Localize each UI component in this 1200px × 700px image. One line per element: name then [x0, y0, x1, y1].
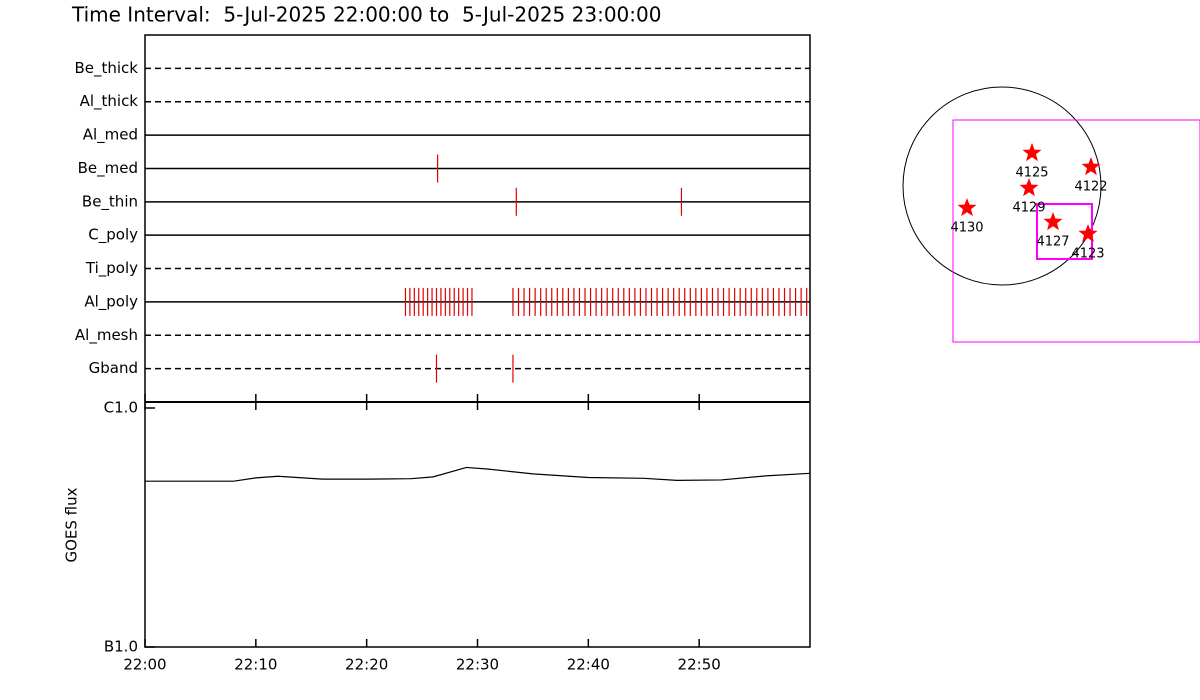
goes-curve: [145, 466, 811, 482]
x-tick-label: 22:10: [234, 656, 277, 674]
region-star: [1019, 178, 1039, 197]
region-star: [1043, 212, 1063, 231]
region-star: [1078, 224, 1098, 243]
row-label: Al_mesh: [75, 326, 138, 345]
x-tick-label: 22:20: [345, 656, 388, 674]
region-star: [957, 198, 977, 217]
row-label: Ti_poly: [85, 259, 138, 278]
row-label: Be_med: [78, 159, 138, 178]
x-tick-label: 22:30: [456, 656, 499, 674]
fov-large: [952, 119, 1200, 343]
region-label: 4127: [1036, 235, 1069, 250]
row-label: Al_thick: [80, 92, 139, 111]
row-label: Gband: [89, 359, 138, 377]
x-tick-label: 22:40: [567, 656, 610, 674]
y-tick-label: C1.0: [104, 399, 138, 417]
region-star: [1081, 157, 1101, 176]
x-tick-label: 22:50: [678, 656, 721, 674]
row-label: C_poly: [88, 226, 138, 245]
row-label: Al_poly: [84, 292, 138, 311]
x-tick-label: 22:00: [123, 656, 166, 674]
y-tick-label: B1.0: [104, 638, 138, 656]
region-label: 4125: [1015, 166, 1048, 181]
row-label: Be_thin: [82, 192, 138, 211]
title: Time Interval: 5-Jul-2025 22:00:00 to 5-…: [71, 3, 661, 27]
region-label: 4130: [950, 221, 983, 236]
region-star: [1022, 143, 1042, 162]
region-label: 4129: [1012, 201, 1045, 216]
row-label: Be_thick: [74, 59, 138, 78]
region-label: 4123: [1071, 247, 1104, 262]
sun-disk: [902, 86, 1102, 286]
row-label: Al_med: [83, 126, 138, 145]
y-axis-label: GOES flux: [63, 487, 81, 562]
plot-frame: [144, 34, 811, 648]
region-label: 4122: [1074, 180, 1107, 195]
